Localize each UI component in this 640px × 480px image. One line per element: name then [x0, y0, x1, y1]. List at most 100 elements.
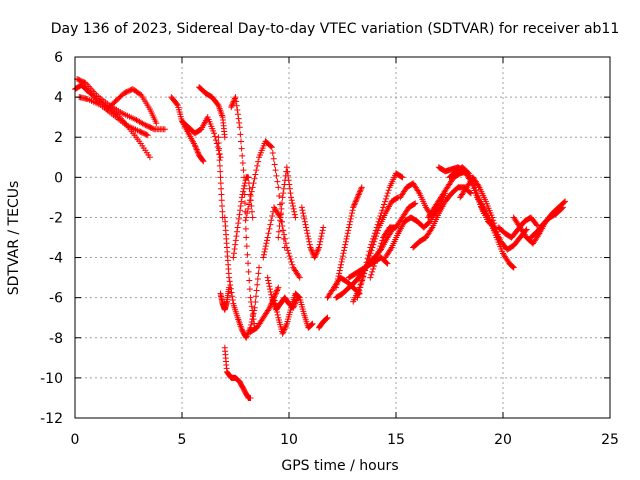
- data-point: [200, 158, 207, 165]
- data-point: [272, 300, 279, 307]
- data-point: [353, 195, 360, 202]
- data-point: [283, 322, 290, 329]
- data-point: [356, 188, 363, 195]
- data-point: [264, 274, 271, 281]
- data-point: [317, 238, 324, 245]
- data-point: [249, 208, 256, 215]
- series-sat-26: [350, 194, 402, 305]
- data-point: [242, 225, 249, 232]
- data-point: [281, 326, 288, 333]
- data-point: [347, 215, 354, 222]
- data-point: [323, 315, 330, 322]
- data-point: [212, 133, 219, 140]
- data-point: [263, 237, 270, 244]
- data-point: [260, 251, 267, 258]
- data-point: [475, 182, 482, 189]
- data-point: [295, 293, 302, 300]
- series-sat-03: [76, 94, 151, 139]
- data-point: [240, 185, 247, 192]
- series-sat-10: [221, 344, 254, 401]
- data-point: [278, 218, 285, 225]
- data-point: [229, 101, 236, 108]
- data-point: [243, 334, 250, 341]
- data-point: [335, 273, 342, 280]
- data-point: [241, 174, 248, 181]
- data-point: [339, 255, 346, 262]
- data-point: [232, 241, 239, 248]
- data-point: [367, 244, 374, 251]
- data-point: [153, 120, 160, 127]
- data-points: [72, 76, 569, 401]
- data-point: [315, 245, 322, 252]
- data-point: [343, 235, 350, 242]
- data-point: [303, 227, 310, 234]
- data-point: [241, 191, 248, 198]
- series-sat-15: [260, 204, 303, 281]
- data-point: [467, 190, 474, 197]
- series-sat-31: [410, 184, 474, 251]
- data-point: [267, 288, 274, 295]
- data-point: [248, 321, 255, 328]
- data-point: [217, 154, 224, 161]
- data-point: [231, 95, 238, 102]
- data-point: [375, 218, 382, 225]
- data-point: [243, 234, 250, 241]
- data-point: [365, 251, 372, 258]
- data-point: [510, 264, 517, 271]
- data-point: [366, 248, 373, 255]
- data-point: [336, 270, 343, 277]
- data-point: [371, 230, 378, 237]
- data-point: [338, 258, 345, 265]
- data-point: [233, 98, 240, 105]
- data-point: [240, 167, 247, 174]
- data-point: [381, 201, 388, 208]
- series-sat-37: [478, 204, 530, 253]
- x-tick-label: 25: [601, 432, 619, 448]
- data-point: [358, 184, 365, 191]
- data-point: [364, 255, 371, 262]
- data-point: [217, 174, 224, 181]
- data-point: [291, 211, 298, 218]
- series-sat-27: [354, 170, 406, 301]
- data-point: [274, 287, 281, 294]
- data-point: [193, 145, 200, 152]
- data-point: [228, 289, 235, 296]
- y-tick-label: -10: [40, 371, 63, 387]
- series-sat-19: [275, 164, 299, 241]
- data-point: [344, 230, 351, 237]
- data-point: [244, 210, 251, 217]
- data-point: [234, 228, 241, 235]
- data-point: [295, 273, 302, 280]
- data-point: [368, 241, 375, 248]
- data-point: [356, 190, 363, 197]
- data-point: [247, 294, 254, 301]
- axis-ticks: [74, 56, 611, 419]
- data-point: [412, 200, 419, 207]
- data-point: [274, 178, 281, 185]
- data-point: [274, 311, 281, 318]
- data-point: [352, 200, 359, 207]
- y-tick-label: -12: [40, 411, 63, 427]
- y-tick-label: 4: [54, 90, 63, 106]
- data-point: [273, 288, 280, 295]
- data-point: [253, 287, 260, 294]
- data-point: [268, 144, 275, 151]
- data-point: [348, 213, 355, 220]
- data-point: [339, 253, 346, 260]
- data-point: [266, 283, 273, 290]
- data-point: [296, 294, 303, 301]
- data-point: [308, 247, 315, 254]
- data-point: [346, 221, 353, 228]
- data-point: [286, 181, 293, 188]
- data-point: [217, 168, 224, 175]
- x-tick-labels: 0 5 10 15 20 25: [71, 432, 619, 448]
- data-point: [266, 225, 273, 232]
- data-point: [262, 245, 269, 252]
- data-point: [300, 210, 307, 217]
- data-point: [280, 185, 287, 192]
- data-point: [216, 157, 223, 164]
- data-point: [334, 276, 341, 283]
- data-point: [255, 158, 262, 165]
- data-point: [411, 200, 418, 207]
- data-point: [269, 213, 276, 220]
